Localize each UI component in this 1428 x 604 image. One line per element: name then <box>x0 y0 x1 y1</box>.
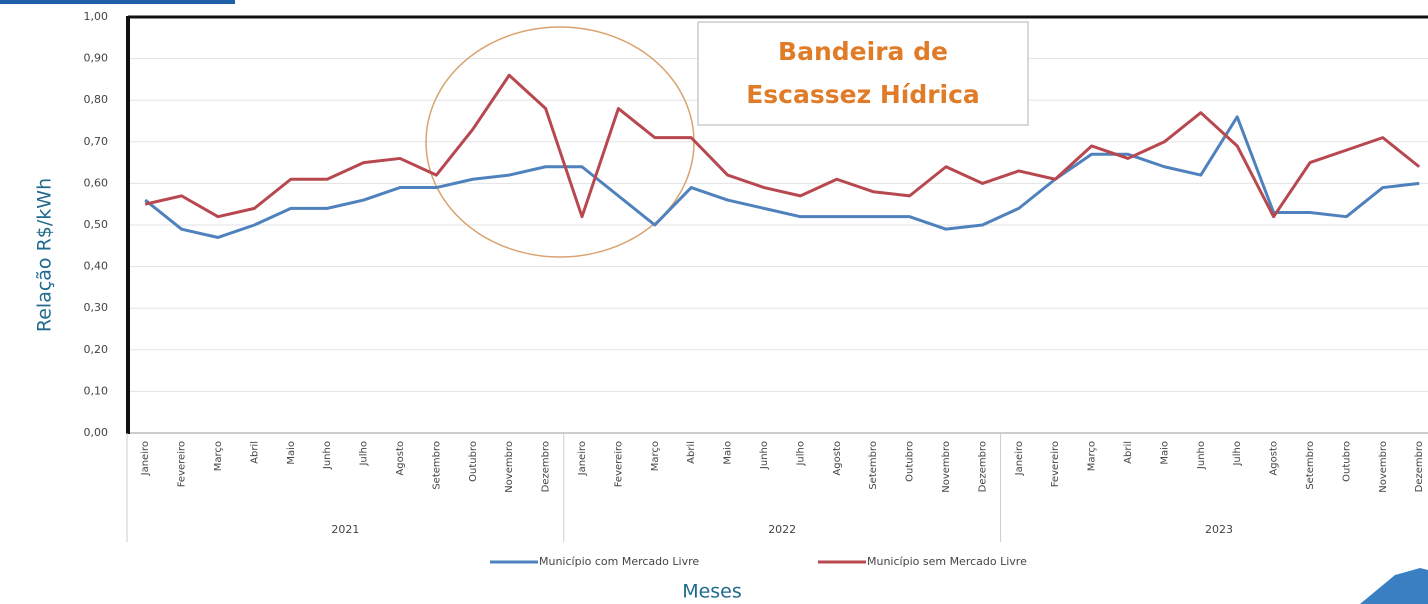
y-tick-label: 0,50 <box>84 218 109 231</box>
y-tick-label: 0,70 <box>84 135 109 148</box>
x-tick-label: Abril <box>686 441 697 464</box>
y-tick-label: 0,80 <box>84 93 109 106</box>
x-tick-label: Março <box>650 441 661 471</box>
x-tick-label: Outubro <box>1341 441 1352 482</box>
data-line <box>144 115 1420 239</box>
x-axis-label: Meses <box>682 581 742 603</box>
x-tick-label: Março <box>1087 441 1098 471</box>
x-tick-label: Janeiro <box>140 441 151 476</box>
annotation: Escassez Hídrica <box>746 80 980 109</box>
y-tick-label: 0,30 <box>84 301 109 314</box>
y-tick-label: 0,10 <box>84 384 109 397</box>
x-tick-label: Outubro <box>905 441 916 482</box>
logo <box>1360 568 1428 604</box>
x-tick-label: Abril <box>1123 441 1134 464</box>
x-tick-label: Dezembro <box>977 441 988 492</box>
plot <box>144 73 1421 239</box>
x-tick-label: Julho <box>359 441 370 467</box>
x-tick-label: Julho <box>1232 441 1243 467</box>
annotation: Bandeira de <box>778 37 948 66</box>
y-tick-label: 0,90 <box>84 52 109 65</box>
x-tick-label: Fevereiro <box>177 441 188 487</box>
x-tick-label: Setembro <box>1305 441 1316 490</box>
data-line <box>144 73 1421 219</box>
x-tick-label: Agosto <box>832 441 843 476</box>
x-tick-label: Maio <box>1159 441 1170 465</box>
x-tick-label: Janeiro <box>1014 441 1025 476</box>
x-tick-label: Setembro <box>431 441 442 490</box>
y-tick-label: 0,40 <box>84 260 109 273</box>
legend-label: Município sem Mercado Livre <box>867 555 1027 568</box>
x-tick-label: Junho <box>759 441 770 470</box>
x-tick-label: Novembro <box>941 441 952 493</box>
x-tick-label: Janeiro <box>577 441 588 476</box>
year-label: 2023 <box>1205 523 1233 536</box>
x-tick-label: Julho <box>795 441 806 467</box>
x-tick-label: Fevereiro <box>1050 441 1061 487</box>
y-tick-label: 0,00 <box>84 426 109 439</box>
annotation-box <box>697 21 1029 126</box>
x-tick-label: Novembro <box>1378 441 1389 493</box>
y-tick-label: 0,20 <box>84 343 109 356</box>
x-tick-label: Maio <box>723 441 734 465</box>
x-tick-label: Fevereiro <box>613 441 624 487</box>
x-tick-label: Agosto <box>395 441 406 476</box>
x-tick-label: Dezembro <box>1414 441 1425 492</box>
legend-label: Município com Mercado Livre <box>539 555 699 568</box>
x-tick-label: Março <box>213 441 224 471</box>
x-tick-label: Junho <box>1196 441 1207 470</box>
year-label: 2022 <box>768 523 796 536</box>
x-tick-label: Outubro <box>468 441 479 482</box>
x-tick-label: Agosto <box>1269 441 1280 476</box>
x-tick-label: Maio <box>286 441 297 465</box>
y-tick-label: 0,60 <box>84 176 109 189</box>
year-label: 2021 <box>331 523 359 536</box>
y-axis-label: Relação R$/kWh <box>34 178 56 332</box>
x-tick-label: Setembro <box>868 441 879 490</box>
x-tick-label: Dezembro <box>541 441 552 492</box>
header-accent <box>0 0 235 4</box>
y-tick-label: 1,00 <box>84 10 109 23</box>
x-tick-label: Abril <box>249 441 260 464</box>
x-tick-label: Novembro <box>504 441 515 493</box>
x-tick-label: Junho <box>322 441 333 470</box>
